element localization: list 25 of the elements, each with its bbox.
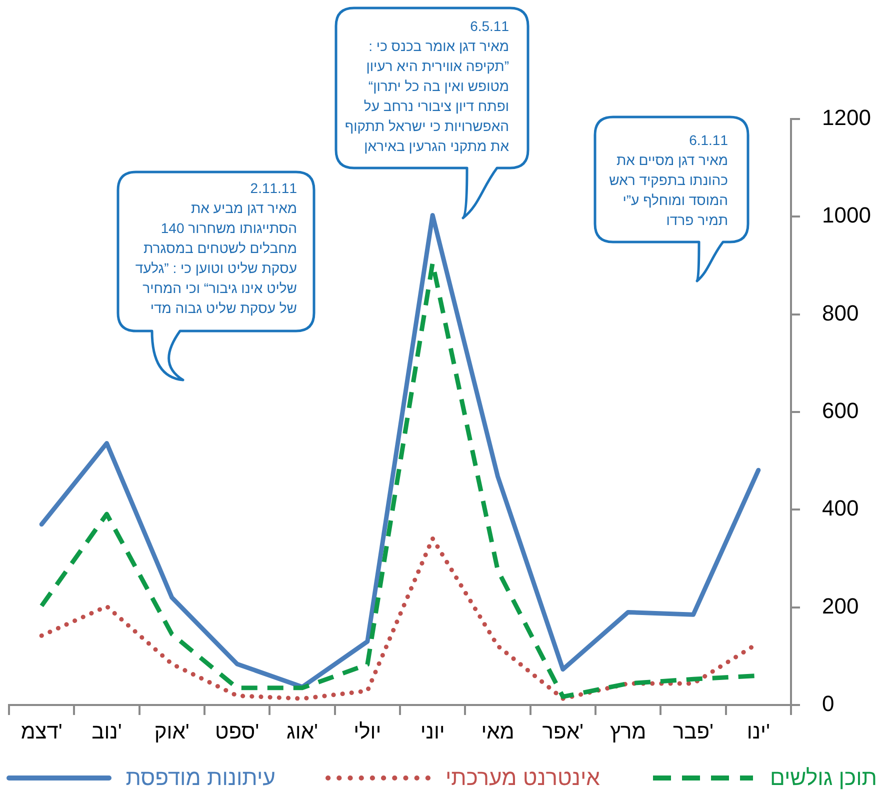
x-tick-label: מאי	[481, 720, 514, 744]
x-tick-label: מרץ	[610, 720, 646, 744]
y-tick-label: 1200	[822, 105, 871, 130]
annotation: 2.11.11 מאיר דגן מביע את הסתייגותו משחרור 140 מחבלים לשטחים במסגרת עסקת שליט וטוען כי : ”גלעד שליט אינו גיבור“ וכי המחיר של עסקת שליט גבוה מדי	[135, 179, 297, 318]
y-tick-label: 0	[822, 691, 834, 716]
y-tick-label: 800	[822, 300, 859, 326]
x-tick-label: פבר'	[672, 720, 714, 744]
y-tick-label: 1000	[822, 202, 871, 228]
x-tick-label: ספט'	[215, 720, 260, 744]
legend-label: אינטרנט מערכתי	[445, 765, 600, 791]
x-tick-label: אפר'	[542, 720, 584, 744]
annotation: 6.1.11 מאיר דגן מסיים את כהונתו בתפקיד ראש המוסד ומוחלף ע”י תמיר פרדו	[609, 131, 728, 230]
y-tick-label: 200	[822, 593, 859, 618]
x-tick-label: אוק'	[154, 720, 190, 744]
x-tick-label: נוב'	[92, 720, 122, 744]
x-tick-label: ינו'	[746, 720, 770, 744]
legend-label: עיתונות מודפסת	[126, 765, 276, 791]
annotation: 6.5.11 מאיר דגן אומר בכנס כי : ”תקיפה אווירית היא רעיון מטופש ואין בה כל יתרון“ ופתח דיון ציבורי נרחב על האפשרויות כי ישראל תתקוף את מתקני הגרעין באיראן	[344, 17, 509, 156]
x-tick-label: דצמ'	[20, 720, 62, 744]
x-tick-label: יולי	[354, 720, 382, 744]
x-tick-label: יוני	[420, 720, 445, 744]
legend-label: תוכן גולשים	[770, 765, 877, 791]
y-tick-label: 600	[822, 398, 859, 424]
x-tick-label: אוג'	[286, 720, 318, 744]
y-tick-label: 400	[822, 496, 859, 521]
